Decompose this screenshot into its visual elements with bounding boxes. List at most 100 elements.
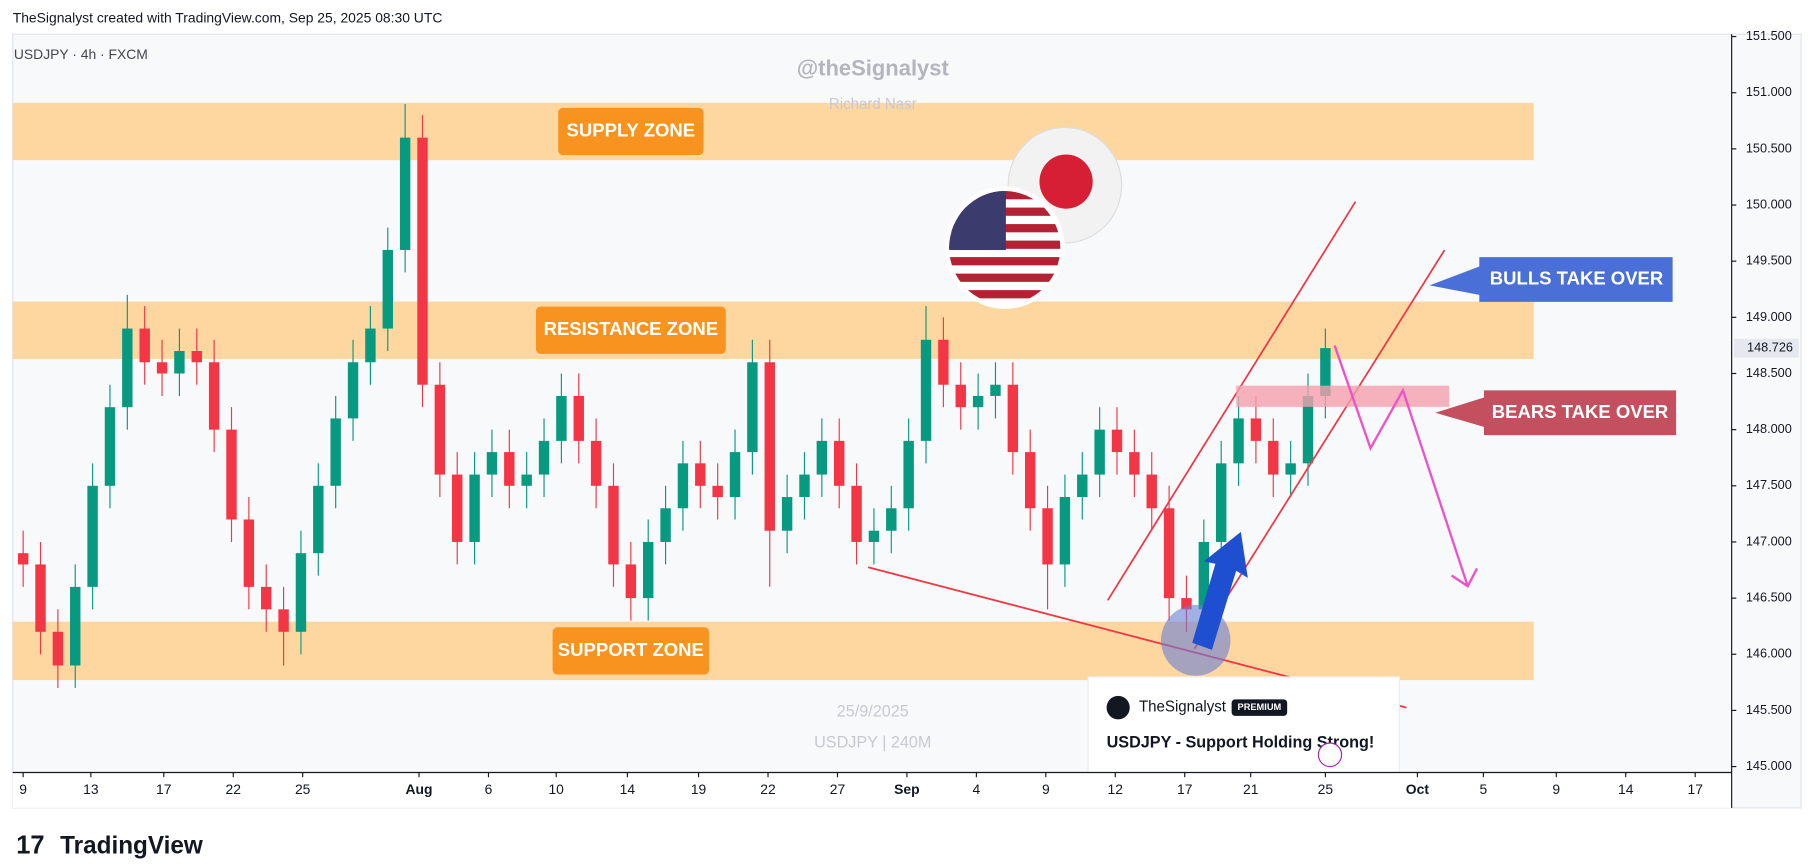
watermark-symbol: USDJPY | 240M bbox=[814, 733, 931, 751]
candle-body bbox=[764, 362, 775, 531]
candle-body bbox=[677, 463, 689, 509]
y-tick-label: 149.500 bbox=[1746, 252, 1792, 267]
candle-body bbox=[799, 474, 810, 498]
candle-body bbox=[747, 362, 758, 453]
candle-body bbox=[469, 474, 480, 542]
y-tick-label: 145.500 bbox=[1746, 702, 1792, 717]
candle-body bbox=[660, 508, 671, 542]
candle-body bbox=[729, 452, 741, 498]
zone-label: RESISTANCE ZONE bbox=[544, 318, 719, 339]
candle-body bbox=[347, 362, 359, 419]
x-tick-label: 6 bbox=[485, 781, 493, 797]
x-tick-label: 25 bbox=[295, 781, 311, 797]
candle-body bbox=[1094, 429, 1105, 475]
candle-body bbox=[1007, 384, 1019, 453]
y-tick-label: 146.500 bbox=[1746, 589, 1792, 604]
y-tick-label: 151.500 bbox=[1746, 28, 1792, 43]
candle-body bbox=[295, 553, 307, 632]
candle-body bbox=[330, 418, 341, 486]
candle-body bbox=[139, 328, 150, 363]
zone bbox=[12, 301, 1534, 359]
footer-logo: TradingView bbox=[60, 832, 204, 859]
x-tick-label: 10 bbox=[548, 781, 564, 797]
candle-body bbox=[1302, 395, 1314, 464]
candle-body bbox=[1077, 474, 1088, 498]
card-badge: PREMIUM bbox=[1238, 702, 1282, 712]
candle-body bbox=[521, 474, 532, 486]
candle-body bbox=[556, 395, 567, 441]
x-tick-label: Oct bbox=[1406, 781, 1429, 797]
candle-body bbox=[573, 395, 584, 441]
channel-line bbox=[1193, 249, 1446, 650]
x-tick-label: 9 bbox=[19, 781, 27, 797]
candle-body bbox=[104, 407, 116, 486]
y-tick-label: 151.000 bbox=[1746, 84, 1792, 99]
candle-body bbox=[208, 362, 220, 430]
candle-body bbox=[972, 395, 984, 408]
x-tick-label: 12 bbox=[1108, 781, 1124, 797]
watermark-date: 25/9/2025 bbox=[837, 703, 909, 721]
candle-body bbox=[382, 249, 393, 329]
card-badge-bg bbox=[1231, 699, 1288, 716]
us-flag bbox=[949, 191, 1061, 305]
x-tick-label: 22 bbox=[226, 781, 242, 797]
candle-body bbox=[1129, 452, 1140, 475]
candle-body bbox=[625, 564, 637, 599]
x-tick-label: 19 bbox=[691, 781, 707, 797]
x-tick-label: Sep bbox=[894, 781, 919, 797]
candle-body bbox=[590, 440, 602, 486]
candle-body bbox=[538, 440, 550, 475]
candle-body bbox=[504, 452, 515, 486]
candle-body bbox=[938, 339, 949, 385]
card-avatar bbox=[1106, 695, 1130, 720]
candle-body bbox=[903, 440, 914, 509]
candles bbox=[17, 103, 1331, 688]
candle-body bbox=[955, 384, 966, 408]
last-price-tag bbox=[1733, 338, 1799, 358]
candle-body bbox=[434, 384, 446, 475]
card-bg[interactable] bbox=[1087, 676, 1401, 775]
y-tick-label: 150.000 bbox=[1746, 196, 1792, 211]
zone bbox=[12, 102, 1534, 161]
zone-label-bg bbox=[552, 627, 710, 675]
candle-body bbox=[851, 485, 862, 542]
candle-body bbox=[191, 351, 202, 363]
idea-card[interactable]: TheSignalyst PREMIUM USDJPY - Support Ho… bbox=[1087, 676, 1401, 775]
symbol-title: USDJPY · 4h · FXCM bbox=[14, 46, 148, 62]
y-tick-label: 147.500 bbox=[1746, 477, 1792, 492]
y-tick-label: 150.500 bbox=[1746, 140, 1792, 155]
candle-body bbox=[52, 631, 64, 666]
x-tick-label: 14 bbox=[620, 781, 636, 797]
candle-body bbox=[452, 474, 463, 542]
candle-body bbox=[1024, 452, 1036, 509]
candle-body bbox=[35, 564, 46, 632]
candle-body bbox=[990, 384, 1001, 396]
candle-body bbox=[243, 519, 255, 587]
bulls-label: BULLS TAKE OVER bbox=[1490, 267, 1664, 288]
watermark-handle: @theSignalyst bbox=[797, 55, 950, 80]
x-tick-label: 22 bbox=[760, 781, 776, 797]
y-tick-label: 148.000 bbox=[1746, 421, 1792, 436]
candle-body bbox=[17, 553, 29, 565]
x-tick-label: 17 bbox=[1177, 781, 1193, 797]
candle-body bbox=[122, 328, 133, 408]
japan-flag-sun bbox=[1039, 154, 1093, 209]
x-tick-label: 27 bbox=[830, 781, 846, 797]
candle-body bbox=[695, 463, 706, 486]
candle-body bbox=[1215, 463, 1227, 542]
zone bbox=[12, 621, 1534, 681]
bulls-callout bbox=[1429, 257, 1673, 302]
candle-body bbox=[174, 351, 185, 374]
candle-body bbox=[278, 609, 289, 632]
candle-body bbox=[886, 508, 897, 531]
candle-body bbox=[868, 530, 880, 542]
candle-body bbox=[1233, 418, 1244, 464]
bears-label: BEARS TAKE OVER bbox=[1492, 401, 1669, 422]
candle-body bbox=[70, 586, 81, 666]
zone-label-bg bbox=[535, 306, 726, 354]
candle-body bbox=[1268, 440, 1279, 475]
x-tick-label: 13 bbox=[83, 781, 99, 797]
boost-icon[interactable] bbox=[1317, 742, 1343, 768]
watermark-author: Richard Nasr bbox=[829, 96, 917, 113]
